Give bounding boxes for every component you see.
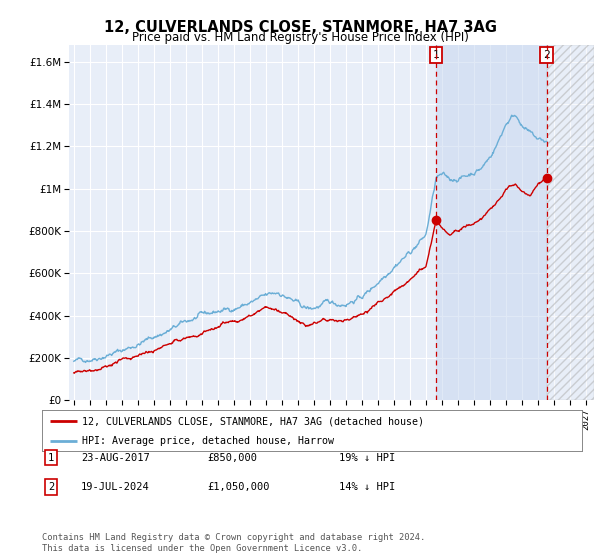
Bar xyxy=(436,45,547,400)
Text: £850,000: £850,000 xyxy=(207,452,257,463)
Bar xyxy=(547,45,594,400)
Text: 14% ↓ HPI: 14% ↓ HPI xyxy=(339,482,395,492)
Text: HPI: Average price, detached house, Harrow: HPI: Average price, detached house, Harr… xyxy=(83,436,335,446)
Text: 19% ↓ HPI: 19% ↓ HPI xyxy=(339,452,395,463)
Text: 23-AUG-2017: 23-AUG-2017 xyxy=(81,452,150,463)
Text: Contains HM Land Registry data © Crown copyright and database right 2024.: Contains HM Land Registry data © Crown c… xyxy=(42,533,425,542)
Text: 12, CULVERLANDS CLOSE, STANMORE, HA7 3AG: 12, CULVERLANDS CLOSE, STANMORE, HA7 3AG xyxy=(104,20,497,35)
Text: 12, CULVERLANDS CLOSE, STANMORE, HA7 3AG (detached house): 12, CULVERLANDS CLOSE, STANMORE, HA7 3AG… xyxy=(83,417,425,426)
Text: 1: 1 xyxy=(48,452,54,463)
Text: This data is licensed under the Open Government Licence v3.0.: This data is licensed under the Open Gov… xyxy=(42,544,362,553)
Text: 1: 1 xyxy=(433,50,440,60)
Bar xyxy=(547,45,594,400)
Text: 2: 2 xyxy=(48,482,54,492)
Text: £1,050,000: £1,050,000 xyxy=(207,482,269,492)
Text: 2: 2 xyxy=(543,50,550,60)
Text: 19-JUL-2024: 19-JUL-2024 xyxy=(81,482,150,492)
Text: Price paid vs. HM Land Registry's House Price Index (HPI): Price paid vs. HM Land Registry's House … xyxy=(131,31,469,44)
